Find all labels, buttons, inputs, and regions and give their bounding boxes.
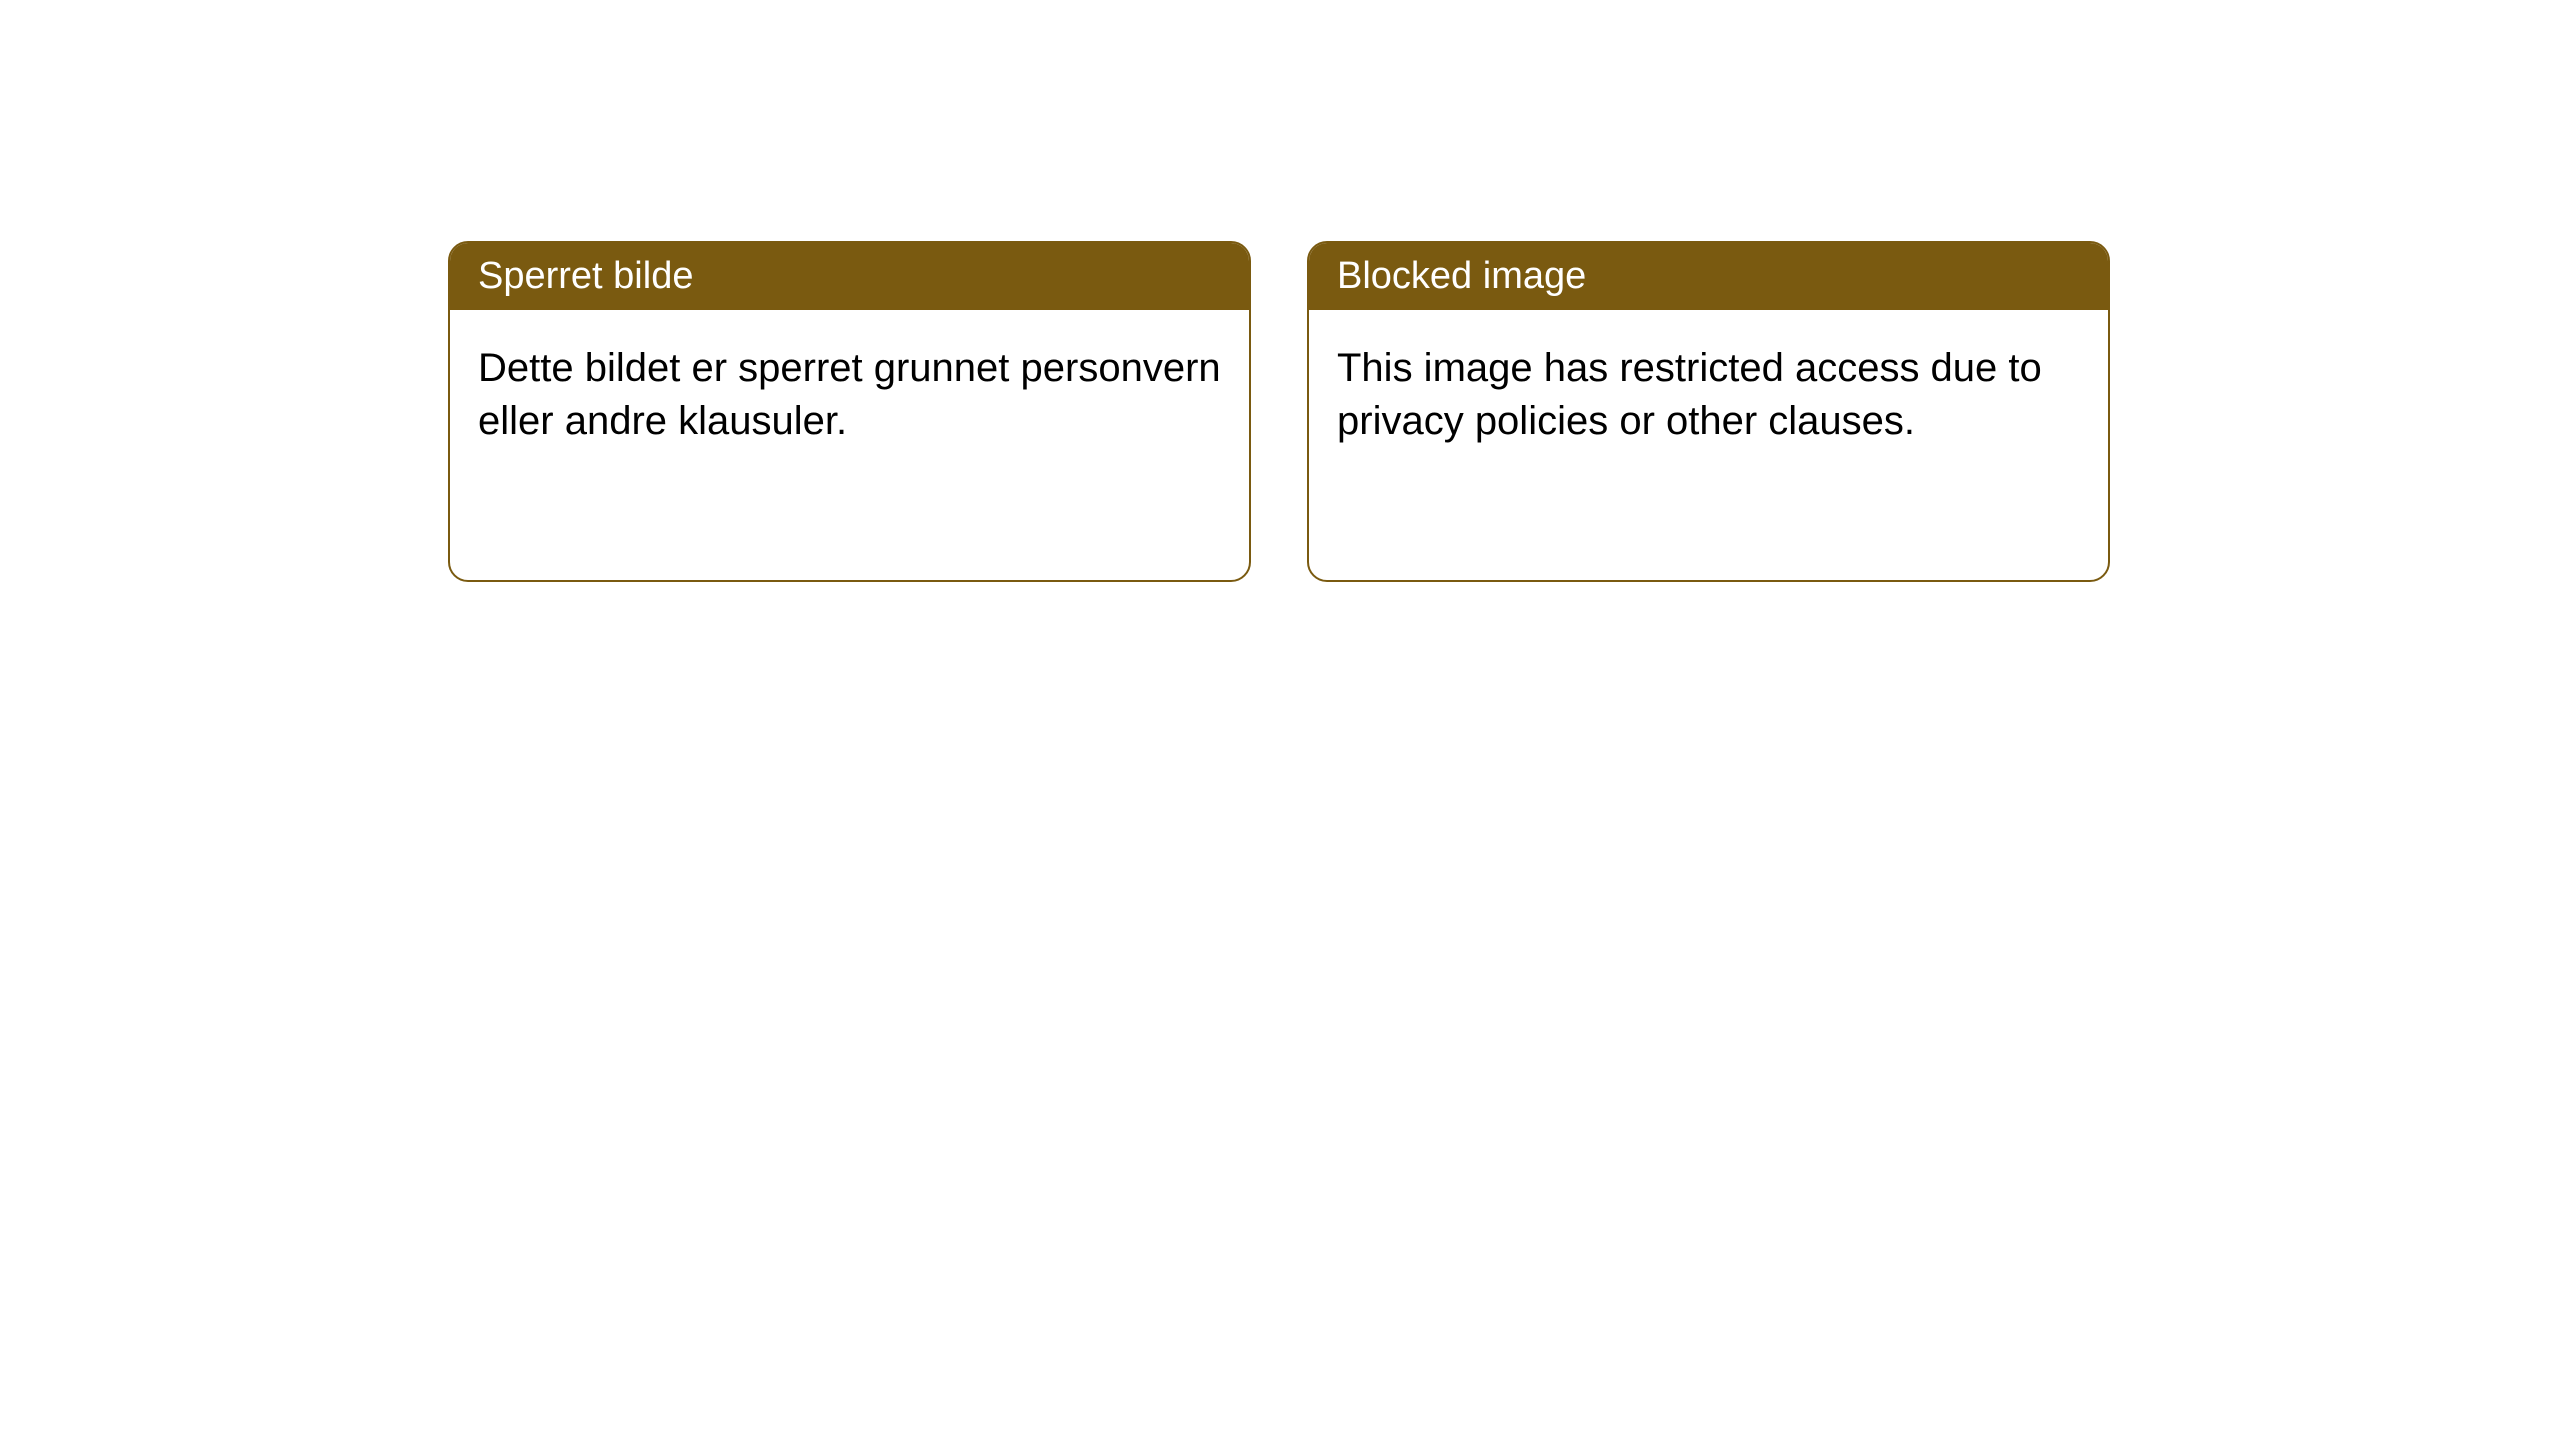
card-title: Sperret bilde — [478, 255, 693, 297]
card-body-text: This image has restricted access due to … — [1337, 346, 2042, 443]
notice-card-english: Blocked image This image has restricted … — [1307, 241, 2110, 582]
card-header: Blocked image — [1309, 243, 2108, 310]
card-body: Dette bildet er sperret grunnet personve… — [450, 310, 1249, 580]
card-title: Blocked image — [1337, 255, 1586, 297]
card-body-text: Dette bildet er sperret grunnet personve… — [478, 346, 1221, 443]
notice-card-norwegian: Sperret bilde Dette bildet er sperret gr… — [448, 241, 1251, 582]
card-body: This image has restricted access due to … — [1309, 310, 2108, 580]
card-header: Sperret bilde — [450, 243, 1249, 310]
notice-container: Sperret bilde Dette bildet er sperret gr… — [448, 241, 2110, 582]
